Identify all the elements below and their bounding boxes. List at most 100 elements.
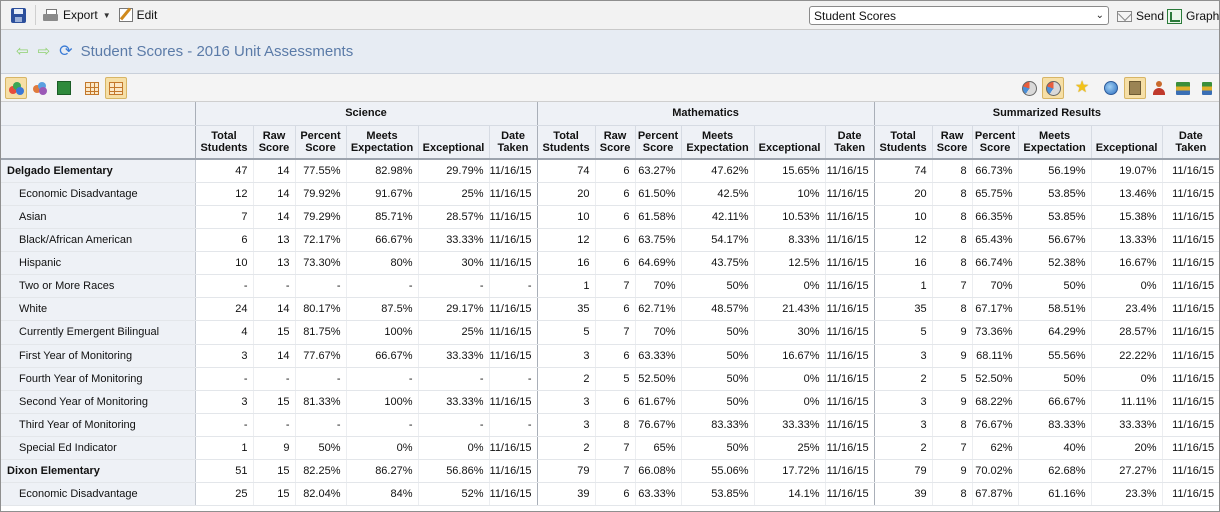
book-button[interactable] — [1124, 77, 1146, 99]
table-cell: 8 — [931, 159, 973, 183]
edit-icon — [118, 8, 133, 22]
column-header[interactable]: Total Students — [536, 125, 596, 160]
column-header-text: Score — [599, 142, 631, 154]
grid-view-button[interactable] — [81, 77, 103, 99]
column-header[interactable]: Percent Score — [294, 125, 346, 160]
export-button[interactable]: Export ▼ — [39, 3, 115, 27]
column-header[interactable]: Raw Score — [594, 125, 636, 160]
table-cell: 79.92% — [294, 182, 346, 206]
table-cell: - — [488, 274, 538, 299]
table-row[interactable]: Dixon Elementary 51 15 82.25% 86.27% 56.86% 11… — [1, 459, 1219, 484]
refresh-icon[interactable]: ⟳ — [59, 42, 73, 60]
column-header[interactable]: Raw Score — [931, 125, 973, 160]
table-cell: 0% — [753, 274, 826, 299]
column-header[interactable]: Exceptional — [1090, 125, 1163, 160]
table-cell: 0% — [753, 390, 826, 414]
table-row[interactable]: Second Year of Monitoring 3 15 81.33% 100% 33… — [1, 390, 1219, 414]
forward-arrow-icon[interactable]: ⇨ — [37, 43, 51, 60]
table-cell: 58.51% — [1017, 297, 1092, 322]
table-row[interactable]: First Year of Monitoring 3 14 77.67% 66.67% 3… — [1, 344, 1219, 368]
table-cell: 5 — [873, 320, 933, 345]
no-chart-button[interactable] — [1042, 77, 1064, 99]
table-cell: 19.07% — [1090, 159, 1163, 183]
global-button[interactable] — [1100, 77, 1122, 99]
color-scheme-button[interactable] — [5, 77, 27, 99]
row-label: First Year of Monitoring — [1, 344, 196, 368]
table-row[interactable]: Economic Disadvantage 25 15 82.04% 84% 52% 11/… — [1, 482, 1219, 507]
table-cell: 6 — [194, 228, 253, 253]
table-row[interactable]: Currently Emergent Bilingual 4 15 81.75% 100… — [1, 320, 1219, 345]
column-header[interactable]: Raw Score — [252, 125, 295, 160]
table-row[interactable]: Asian 7 14 79.29% 85.71% 28.57% 11/16/15 10 6 61.… — [1, 204, 1219, 229]
top-toolbar: Export ▼ Edit Student Scores ⌄ Send Grap… — [1, 1, 1219, 30]
column-header[interactable]: Date Taken — [1161, 125, 1219, 160]
back-arrow-icon[interactable]: ⇦ — [16, 43, 29, 60]
column-header[interactable]: Exceptional — [417, 125, 489, 160]
color-dots-icon — [8, 81, 24, 95]
table-row[interactable]: Special Ed Indicator 1 9 50% 0% 0% 11/16/15 2 7 6… — [1, 435, 1219, 461]
export-excel-button[interactable] — [53, 77, 75, 99]
export-label: Export — [63, 8, 98, 22]
table-cell: 11/16/15 — [824, 344, 875, 368]
column-header[interactable]: Date Taken — [824, 125, 875, 160]
report-select[interactable]: Student Scores ⌄ — [809, 6, 1109, 25]
column-header[interactable]: Percent Score — [634, 125, 682, 160]
table-cell: 11/16/15 — [824, 367, 875, 391]
favorite-button[interactable]: ★ — [1071, 77, 1093, 99]
map-button[interactable] — [1018, 77, 1040, 99]
column-header[interactable]: Percent Score — [971, 125, 1019, 160]
table-row[interactable]: Economic Disadvantage 12 14 79.92% 91.67% 25%… — [1, 182, 1219, 206]
table-cell: 29.17% — [417, 297, 489, 322]
column-header[interactable]: Total Students — [194, 125, 253, 160]
column-header[interactable]: Meets Expectation — [345, 125, 418, 160]
view-toolbar: ★ — [1, 74, 1219, 102]
column-header[interactable]: Meets Expectation — [1017, 125, 1092, 160]
table-cell: 80% — [345, 251, 418, 276]
column-header-text: Score — [979, 142, 1011, 154]
table-row[interactable]: White 24 14 80.17% 87.5% 29.17% 11/16/15 35 6 62.… — [1, 297, 1219, 322]
column-header[interactable]: Meets Expectation — [680, 125, 755, 160]
column-header-text: Date — [501, 130, 525, 142]
table-cell: 52.50% — [634, 367, 682, 391]
table-row[interactable]: Two or More Races - - - - - -1 7 70% 50% 0% 11/16/1… — [1, 274, 1219, 299]
table-cell: 39 — [873, 482, 933, 507]
table-row[interactable]: Third Year of Monitoring - - - - - -3 8 76.67% 83… — [1, 413, 1219, 438]
table-row[interactable]: Hispanic 10 13 73.30% 80% 30% 11/16/15 16 6 64.69… — [1, 251, 1219, 276]
save-button[interactable] — [5, 3, 32, 27]
table-cell: 25% — [753, 435, 826, 461]
library-icon — [1202, 81, 1212, 95]
table-row[interactable]: Delgado Elementary 47 14 77.55% 82.98% 29.79%… — [1, 159, 1219, 183]
palette-button[interactable] — [29, 77, 51, 99]
column-header-text: Total — [211, 130, 237, 142]
row-label: Special Ed Indicator — [1, 435, 196, 461]
table-cell: 3 — [194, 390, 253, 414]
library-button[interactable] — [1196, 77, 1218, 99]
table-cell: 53.85% — [1017, 204, 1092, 229]
table-cell: 50% — [680, 390, 755, 414]
table-cell: 63.75% — [634, 228, 682, 253]
send-button[interactable]: Send — [1113, 4, 1168, 28]
column-header[interactable]: Date Taken — [488, 125, 538, 160]
table-cell: 12 — [536, 228, 596, 253]
table-cell: 47.62% — [680, 159, 755, 183]
column-header[interactable]: Total Students — [873, 125, 933, 160]
table-cell: 2 — [873, 435, 933, 461]
graph-button[interactable]: Graph — [1163, 4, 1219, 28]
column-view-button[interactable] — [105, 77, 127, 99]
courses-button[interactable] — [1172, 77, 1194, 99]
student-button[interactable] — [1148, 77, 1170, 99]
table-cell: 11/16/15 — [1161, 251, 1219, 276]
table-row[interactable]: Black/African American 6 13 72.17% 66.67% 33.… — [1, 228, 1219, 253]
table-cell: 8 — [931, 251, 973, 276]
column-header-text: Expectation — [686, 142, 749, 154]
edit-button[interactable]: Edit — [115, 3, 162, 27]
table-cell: 6 — [594, 344, 636, 368]
table-row[interactable]: Fourth Year of Monitoring - - - - - -2 5 52.50% 5… — [1, 367, 1219, 391]
table-cell: - — [194, 413, 253, 438]
table-cell: 79.29% — [294, 204, 346, 229]
table-cell: 11/16/15 — [824, 459, 875, 484]
table-cell: 66.08% — [634, 459, 682, 484]
table-cell: 65.75% — [971, 182, 1019, 206]
row-label: Dixon Elementary — [1, 459, 196, 484]
column-header[interactable]: Exceptional — [753, 125, 826, 160]
